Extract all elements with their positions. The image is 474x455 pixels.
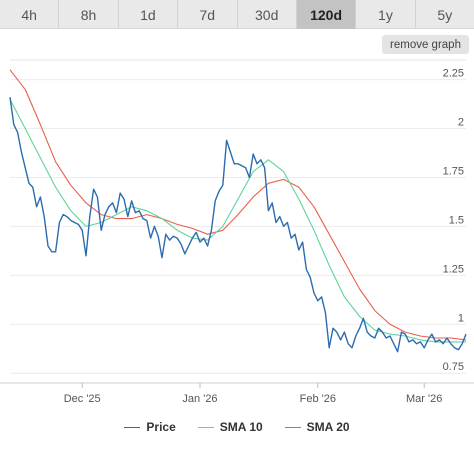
series-line-sma-10 <box>9 98 466 343</box>
y-tick-label: 2.25 <box>443 68 464 80</box>
legend-label: SMA 20 <box>306 420 350 434</box>
legend-swatch <box>124 426 141 428</box>
y-tick-label: 0.75 <box>443 361 464 373</box>
y-tick-label: 1 <box>458 312 464 324</box>
y-tick-label: 1.75 <box>443 165 464 177</box>
tab-1y[interactable]: 1y <box>356 0 416 29</box>
legend-swatch <box>284 426 301 428</box>
chart-series <box>9 69 467 353</box>
x-tick-label: Feb '26 <box>300 393 336 405</box>
x-axis-ticks: Dec '25 Jan '26 Feb '26 Mar '26 <box>64 383 442 405</box>
series-line-price <box>9 97 467 353</box>
legend-label: Price <box>146 420 176 434</box>
chart-grid <box>0 59 474 384</box>
tab-7d[interactable]: 7d <box>178 0 238 29</box>
legend-item-sma-10[interactable]: SMA 10 <box>197 420 263 434</box>
tab-1d[interactable]: 1d <box>119 0 179 29</box>
x-tick-label: Mar '26 <box>406 393 442 405</box>
y-axis-ticks: 0.75 1 1.25 1.5 1.75 2 2.25 <box>443 68 464 374</box>
remove-graph-button[interactable]: remove graph <box>382 35 469 54</box>
tab-8h[interactable]: 8h <box>59 0 119 29</box>
series-line-sma-20 <box>9 69 467 341</box>
tab-30d[interactable]: 30d <box>238 0 297 29</box>
x-tick-label: Dec '25 <box>64 393 101 405</box>
legend-label: SMA 10 <box>219 420 263 434</box>
y-tick-label: 1.25 <box>443 263 464 275</box>
timeframe-tabs: 4h 8h 1d 7d 30d 120d 1y 5y <box>0 0 474 29</box>
chart-legend: Price SMA 10 SMA 20 <box>0 420 474 434</box>
tab-4h[interactable]: 4h <box>0 0 60 29</box>
legend-item-sma-20[interactable]: SMA 20 <box>284 420 350 434</box>
x-tick-label: Jan '26 <box>182 393 217 405</box>
y-tick-label: 2 <box>458 117 464 129</box>
price-chart: 0.75 1 1.25 1.5 1.75 2 2.25 Dec '25 Jan '26 Feb … <box>0 59 474 405</box>
legend-swatch <box>197 426 214 428</box>
legend-item-price[interactable]: Price <box>124 420 176 434</box>
y-tick-label: 1.5 <box>449 214 464 226</box>
tab-120d[interactable]: 120d <box>296 0 357 29</box>
tab-5y[interactable]: 5y <box>437 6 453 23</box>
